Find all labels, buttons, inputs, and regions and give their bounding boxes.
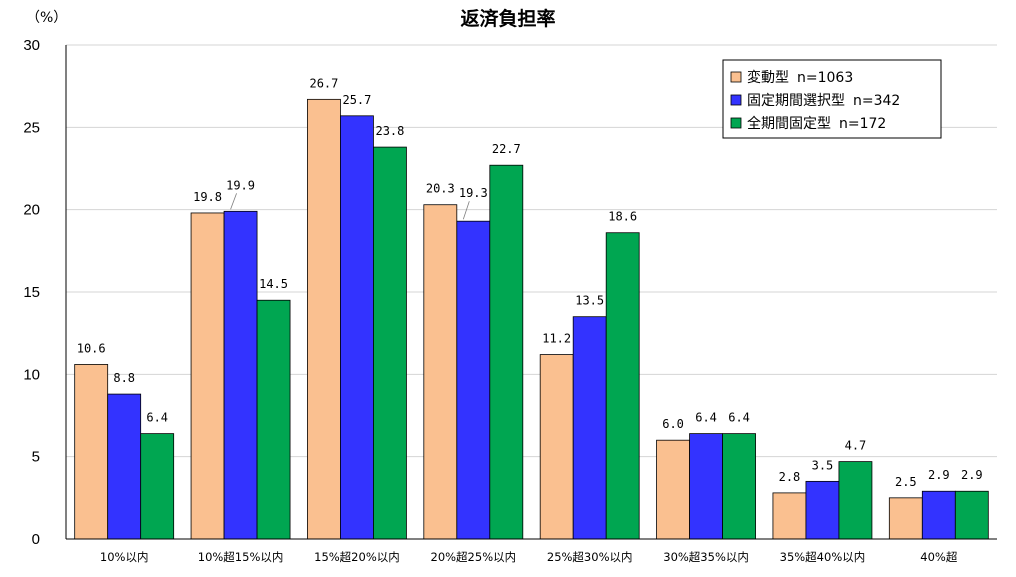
data-label: 20.3 <box>426 182 455 196</box>
bar <box>572 316 607 540</box>
bar <box>140 433 175 540</box>
x-tick-label: 40%超 <box>920 550 958 564</box>
y-tick-label: 30 <box>23 37 40 54</box>
data-label: 22.7 <box>492 142 521 156</box>
legend: 変動型 n=1063 固定期間選択型 n=342 全期間固定型 n=172 <box>722 59 942 139</box>
axes <box>65 45 997 540</box>
data-label: 14.5 <box>259 277 288 291</box>
y-tick-label: 25 <box>23 119 40 136</box>
bar <box>107 393 142 540</box>
bar <box>373 146 407 540</box>
x-tick-label: 35%超40%以内 <box>780 550 866 564</box>
bar <box>190 212 225 540</box>
data-label: 6.4 <box>146 411 168 425</box>
bar <box>888 497 923 540</box>
x-tick-label: 20%超25%以内 <box>431 550 517 564</box>
x-axis-ticks: 10%以内 10%超15%以内 15%超20%以内 20%超25%以内 25%超30%以… <box>100 550 958 564</box>
bar <box>921 490 956 540</box>
bar <box>340 115 374 540</box>
bar <box>689 433 723 540</box>
data-label: 8.8 <box>113 371 135 385</box>
y-tick-label: 10 <box>23 366 40 383</box>
x-tick-label: 10%以内 <box>100 550 149 564</box>
data-label: 3.5 <box>812 458 834 472</box>
legend-series-n: n=1063 <box>797 70 853 86</box>
data-label: 19.9 <box>226 178 255 192</box>
legend-swatch <box>730 94 742 106</box>
legend-series-name: 全期間固定型 <box>747 115 831 132</box>
chart-title: 返済負担率 <box>460 7 555 30</box>
bar <box>954 490 989 540</box>
bar <box>772 492 807 540</box>
data-label: 11.2 <box>542 332 571 346</box>
data-label: 2.5 <box>895 475 917 489</box>
legend-box <box>722 59 942 139</box>
data-label: 4.7 <box>845 439 867 453</box>
bar <box>805 480 840 540</box>
legend-series-name: 固定期間選択型 <box>747 93 845 109</box>
legend-swatch <box>730 71 742 83</box>
data-label: 2.9 <box>961 468 983 482</box>
x-tick-label: 25%超30%以内 <box>547 550 633 564</box>
data-label: 6.4 <box>728 411 750 425</box>
x-tick-label: 10%超15%以内 <box>198 550 284 564</box>
data-label-leader <box>230 193 237 210</box>
y-axis-ticks: 0 5 10 15 20 25 30 <box>23 37 40 548</box>
data-label: 18.6 <box>608 210 637 224</box>
x-tick-label: 30%超35%以内 <box>663 550 749 564</box>
legend-series-name: 変動型 <box>747 69 789 86</box>
data-label: 6.4 <box>695 411 717 425</box>
bar <box>838 461 873 540</box>
data-label: 13.5 <box>575 294 604 308</box>
x-tick-label: 15%超20%以内 <box>314 550 400 564</box>
bar <box>456 220 491 540</box>
data-label: 6.0 <box>662 417 684 431</box>
y-tick-label: 0 <box>32 531 40 548</box>
bar <box>605 232 640 540</box>
legend-series-n: n=172 <box>839 116 886 132</box>
data-label-leader <box>462 201 470 220</box>
data-label: 26.7 <box>309 76 338 90</box>
y-tick-label: 20 <box>23 202 40 219</box>
bar <box>256 299 291 540</box>
bar <box>423 204 458 540</box>
bars <box>74 98 989 540</box>
data-label: 2.9 <box>928 468 950 482</box>
bar <box>307 98 341 540</box>
data-labels: 10.6 19.8 26.7 20.3 11.2 6.0 2.8 2.5 8.8 19.9 25.7… <box>77 76 983 488</box>
y-tick-label: 15 <box>23 284 40 301</box>
y-tick-label: 5 <box>32 449 40 466</box>
legend-series-n: n=342 <box>853 93 900 109</box>
legend-swatch <box>730 117 742 129</box>
bar <box>539 354 574 540</box>
bar <box>489 164 524 540</box>
y-axis-unit-label: （%） <box>26 10 67 26</box>
data-label: 19.3 <box>459 186 488 200</box>
data-label: 19.8 <box>193 190 222 204</box>
bar <box>223 210 258 540</box>
data-label: 10.6 <box>77 341 106 355</box>
bar <box>722 433 756 540</box>
data-label: 25.7 <box>342 93 371 107</box>
bar <box>656 439 690 540</box>
bar <box>74 364 109 540</box>
data-label: 23.8 <box>375 124 404 138</box>
data-label: 2.8 <box>779 470 801 484</box>
